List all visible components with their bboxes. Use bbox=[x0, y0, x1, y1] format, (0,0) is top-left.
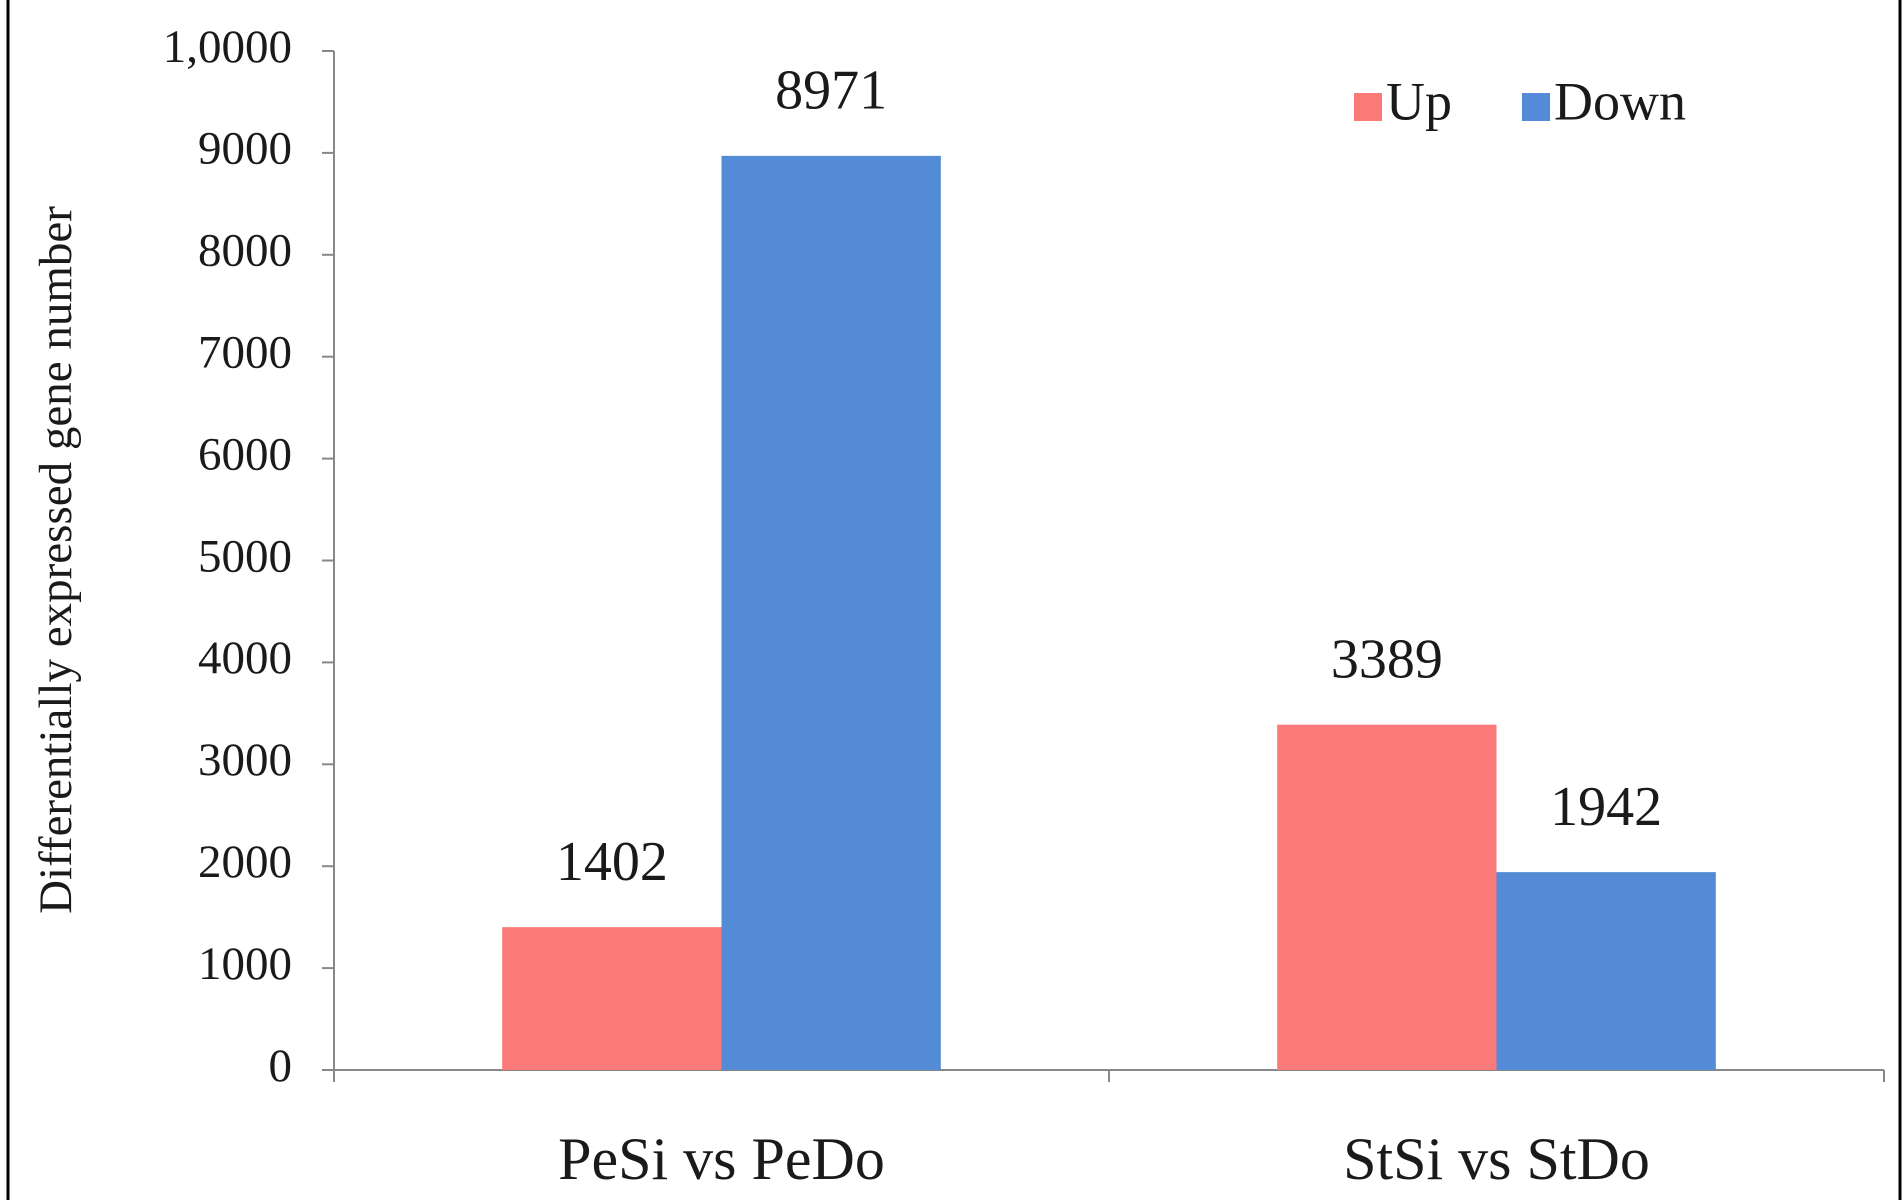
y-tick-label: 5000 bbox=[198, 530, 292, 582]
y-tick-label: 1,0000 bbox=[163, 21, 292, 73]
legend-swatch bbox=[1522, 93, 1550, 121]
x-tick-label: PeSi vs PeDo bbox=[558, 1126, 885, 1192]
y-tick-label: 0 bbox=[269, 1040, 293, 1092]
data-label: 1942 bbox=[1550, 776, 1662, 838]
data-label: 1402 bbox=[556, 831, 668, 893]
y-tick-label: 7000 bbox=[198, 326, 292, 378]
y-tick-label: 8000 bbox=[198, 225, 292, 277]
legend-swatch bbox=[1354, 93, 1382, 121]
y-tick-label: 6000 bbox=[198, 428, 292, 480]
data-label: 3389 bbox=[1331, 629, 1443, 691]
data-label: 8971 bbox=[775, 60, 887, 122]
bar bbox=[721, 155, 941, 1070]
legend-label: Up bbox=[1386, 71, 1452, 131]
bar bbox=[1496, 872, 1716, 1070]
x-tick-label: StSi vs StDo bbox=[1343, 1126, 1650, 1192]
y-tick-label: 2000 bbox=[198, 836, 292, 888]
y-tick-label: 9000 bbox=[198, 123, 292, 175]
legend-label: Down bbox=[1554, 71, 1686, 131]
bar bbox=[1277, 724, 1497, 1070]
bar bbox=[502, 927, 722, 1070]
y-axis-label: Differentially expressed gene number bbox=[30, 206, 82, 914]
y-tick-label: 3000 bbox=[198, 734, 292, 786]
y-tick-label: 1000 bbox=[198, 938, 292, 990]
y-tick-label: 4000 bbox=[198, 632, 292, 684]
